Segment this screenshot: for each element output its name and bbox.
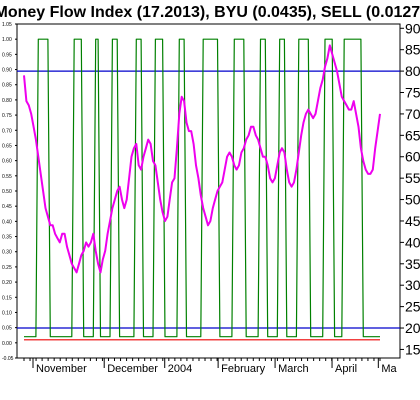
right-tick-label: 70 xyxy=(405,106,420,122)
left-tick-label: 0.20 xyxy=(2,280,12,286)
series-layer xyxy=(23,38,381,341)
right-tick-label: 20 xyxy=(405,320,420,336)
left-tick-label: 0.50 xyxy=(2,189,12,195)
x-tick-label: April xyxy=(335,363,357,375)
left-tick-label: 0.65 xyxy=(2,143,12,149)
right-tick-label: 55 xyxy=(405,170,420,186)
left-tick-label: 0.00 xyxy=(2,341,12,347)
left-tick-label: 0.70 xyxy=(2,128,12,134)
right-tick-label: 80 xyxy=(405,63,420,79)
left-tick-label: 0.80 xyxy=(2,98,12,104)
x-tick-label: Ma xyxy=(381,363,397,375)
right-tick-label: 45 xyxy=(405,213,420,229)
left-tick-label: 0.40 xyxy=(2,219,12,225)
right-tick-label: 15 xyxy=(405,341,420,357)
chart-title: Money Flow Index (17.2013), BYU (0.0435)… xyxy=(0,4,420,21)
left-tick-label: 0.90 xyxy=(2,68,12,74)
left-tick-label: 1.00 xyxy=(2,37,12,43)
x-tick-label: March xyxy=(278,363,309,375)
left-tick-label: 0.15 xyxy=(2,295,12,301)
right-tick-label: 50 xyxy=(405,192,420,208)
left-y-axis: 1.05 1.00 0.95 0.90 0.85 0.80 0.75 0.70 0.65 0.60… xyxy=(2,22,17,362)
right-tick-label: 25 xyxy=(405,299,420,315)
x-tick-label: November xyxy=(36,363,87,375)
x-axis: November December 2004 February March April Ma xyxy=(23,358,397,375)
right-tick-label: 30 xyxy=(405,277,420,293)
left-tick-label: 0.75 xyxy=(2,113,12,119)
right-tick-label: 65 xyxy=(405,127,420,143)
left-tick-label: 0.25 xyxy=(2,265,12,271)
series-line-0 xyxy=(23,44,381,274)
x-tick-label: 2004 xyxy=(168,363,192,375)
right-tick-label: 75 xyxy=(405,85,420,101)
left-tick-label: 0.30 xyxy=(2,250,12,256)
right-tick-label: 85 xyxy=(405,42,420,58)
right-tick-label: 40 xyxy=(405,234,420,250)
right-tick-label: 60 xyxy=(405,149,420,165)
left-tick-label: 0.10 xyxy=(2,310,12,316)
right-tick-label: 90 xyxy=(405,20,420,36)
left-tick-label: 0.05 xyxy=(2,326,12,332)
series-line-1 xyxy=(24,38,380,338)
left-tick-label: 1.05 xyxy=(2,22,12,28)
left-tick-label: 0.45 xyxy=(2,204,12,210)
x-tick-label: December xyxy=(107,363,158,375)
left-tick-label: 0.60 xyxy=(2,159,12,165)
left-tick-label: 0.95 xyxy=(2,52,12,58)
right-tick-label: 35 xyxy=(405,256,420,272)
left-tick-label: -0.05 xyxy=(2,356,14,362)
x-tick-label: February xyxy=(221,363,266,375)
right-y-axis: 15 20 25 30 35 40 45 50 55 60 65 70 75 80 85 90 xyxy=(400,20,420,357)
left-tick-label: 0.55 xyxy=(2,174,12,180)
left-tick-label: 0.35 xyxy=(2,235,12,241)
left-tick-label: 0.85 xyxy=(2,83,12,89)
